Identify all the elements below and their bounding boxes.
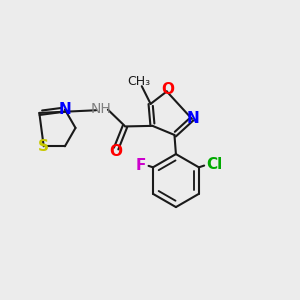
Text: CH₃: CH₃	[127, 75, 150, 88]
Text: N: N	[187, 111, 200, 126]
Text: NH: NH	[91, 102, 112, 116]
Text: F: F	[136, 158, 146, 173]
Text: O: O	[110, 144, 123, 159]
Text: N: N	[58, 102, 71, 117]
Text: O: O	[162, 82, 175, 98]
Text: S: S	[38, 139, 49, 154]
Text: Cl: Cl	[206, 158, 223, 172]
